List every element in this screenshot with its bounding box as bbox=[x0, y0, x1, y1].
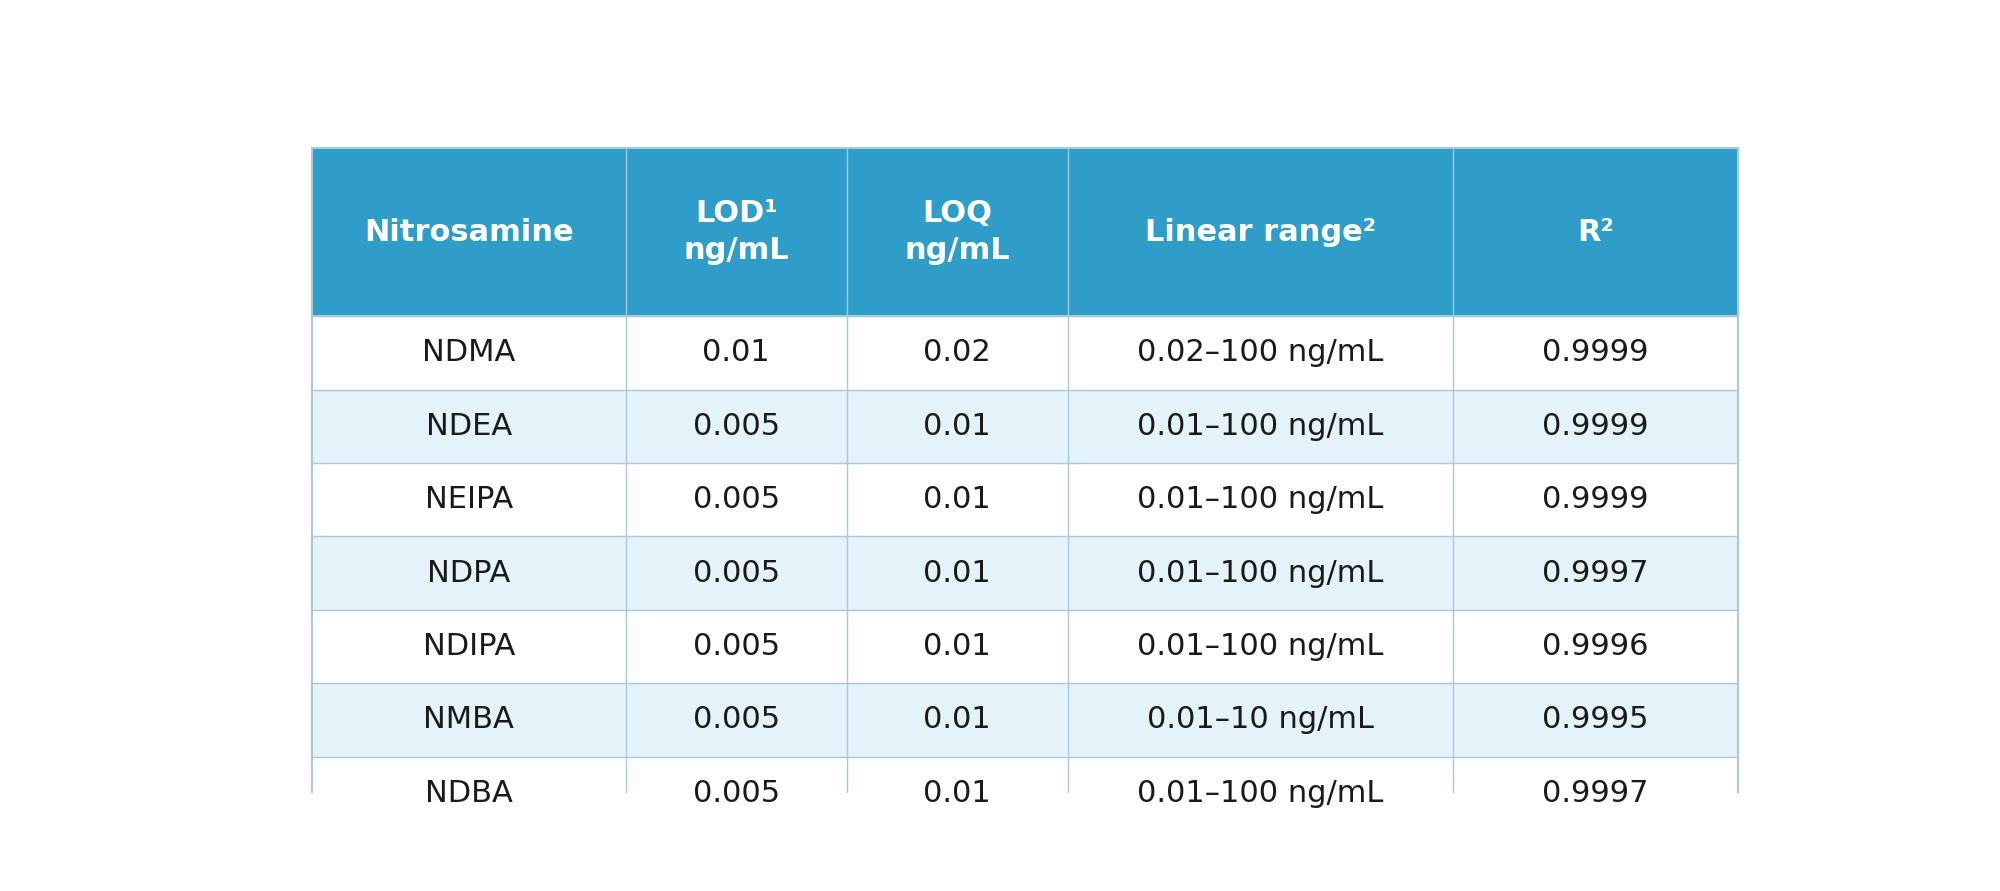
Text: 0.01–10 ng/mL: 0.01–10 ng/mL bbox=[1146, 706, 1374, 734]
Text: 0.9996: 0.9996 bbox=[1542, 632, 1648, 661]
Text: 0.9995: 0.9995 bbox=[1542, 706, 1648, 734]
FancyBboxPatch shape bbox=[312, 756, 1738, 830]
Text: NDEA: NDEA bbox=[426, 412, 512, 441]
Text: 0.01: 0.01 bbox=[924, 559, 992, 587]
Text: 0.01–100 ng/mL: 0.01–100 ng/mL bbox=[1138, 632, 1384, 661]
Text: NDMA: NDMA bbox=[422, 339, 516, 367]
Text: Linear range²: Linear range² bbox=[1144, 217, 1376, 247]
FancyBboxPatch shape bbox=[312, 148, 1738, 316]
FancyBboxPatch shape bbox=[312, 463, 1738, 536]
Text: 0.9999: 0.9999 bbox=[1542, 412, 1648, 441]
FancyBboxPatch shape bbox=[312, 389, 1738, 463]
Text: 0.01: 0.01 bbox=[702, 339, 770, 367]
Text: 0.01–100 ng/mL: 0.01–100 ng/mL bbox=[1138, 559, 1384, 587]
Text: NEIPA: NEIPA bbox=[424, 486, 512, 514]
Text: 0.005: 0.005 bbox=[692, 412, 780, 441]
FancyBboxPatch shape bbox=[312, 609, 1738, 683]
Text: NMBA: NMBA bbox=[424, 706, 514, 734]
Text: NDBA: NDBA bbox=[424, 779, 512, 808]
FancyBboxPatch shape bbox=[312, 316, 1738, 389]
Text: 0.9997: 0.9997 bbox=[1542, 559, 1648, 587]
Text: 0.01: 0.01 bbox=[924, 779, 992, 808]
Text: 0.01–100 ng/mL: 0.01–100 ng/mL bbox=[1138, 779, 1384, 808]
Text: NDPA: NDPA bbox=[428, 559, 510, 587]
Text: 0.005: 0.005 bbox=[692, 486, 780, 514]
Text: 0.005: 0.005 bbox=[692, 559, 780, 587]
Text: 0.9997: 0.9997 bbox=[1542, 779, 1648, 808]
Text: 0.01: 0.01 bbox=[924, 632, 992, 661]
FancyBboxPatch shape bbox=[312, 683, 1738, 756]
Text: 0.02–100 ng/mL: 0.02–100 ng/mL bbox=[1138, 339, 1384, 367]
Text: 0.9999: 0.9999 bbox=[1542, 339, 1648, 367]
Text: 0.01–100 ng/mL: 0.01–100 ng/mL bbox=[1138, 486, 1384, 514]
Text: NDIPA: NDIPA bbox=[422, 632, 516, 661]
Text: 0.01: 0.01 bbox=[924, 412, 992, 441]
Text: 0.02: 0.02 bbox=[924, 339, 992, 367]
Text: 0.9999: 0.9999 bbox=[1542, 486, 1648, 514]
Text: 0.005: 0.005 bbox=[692, 706, 780, 734]
Text: 0.01: 0.01 bbox=[924, 706, 992, 734]
Text: 0.01: 0.01 bbox=[924, 486, 992, 514]
FancyBboxPatch shape bbox=[312, 536, 1738, 609]
Text: 0.01–100 ng/mL: 0.01–100 ng/mL bbox=[1138, 412, 1384, 441]
Text: LOD¹
ng/mL: LOD¹ ng/mL bbox=[684, 199, 790, 266]
Text: R²: R² bbox=[1576, 217, 1614, 247]
Text: 0.005: 0.005 bbox=[692, 632, 780, 661]
Text: Nitrosamine: Nitrosamine bbox=[364, 217, 574, 247]
Text: LOQ
ng/mL: LOQ ng/mL bbox=[904, 199, 1010, 266]
Text: 0.005: 0.005 bbox=[692, 779, 780, 808]
